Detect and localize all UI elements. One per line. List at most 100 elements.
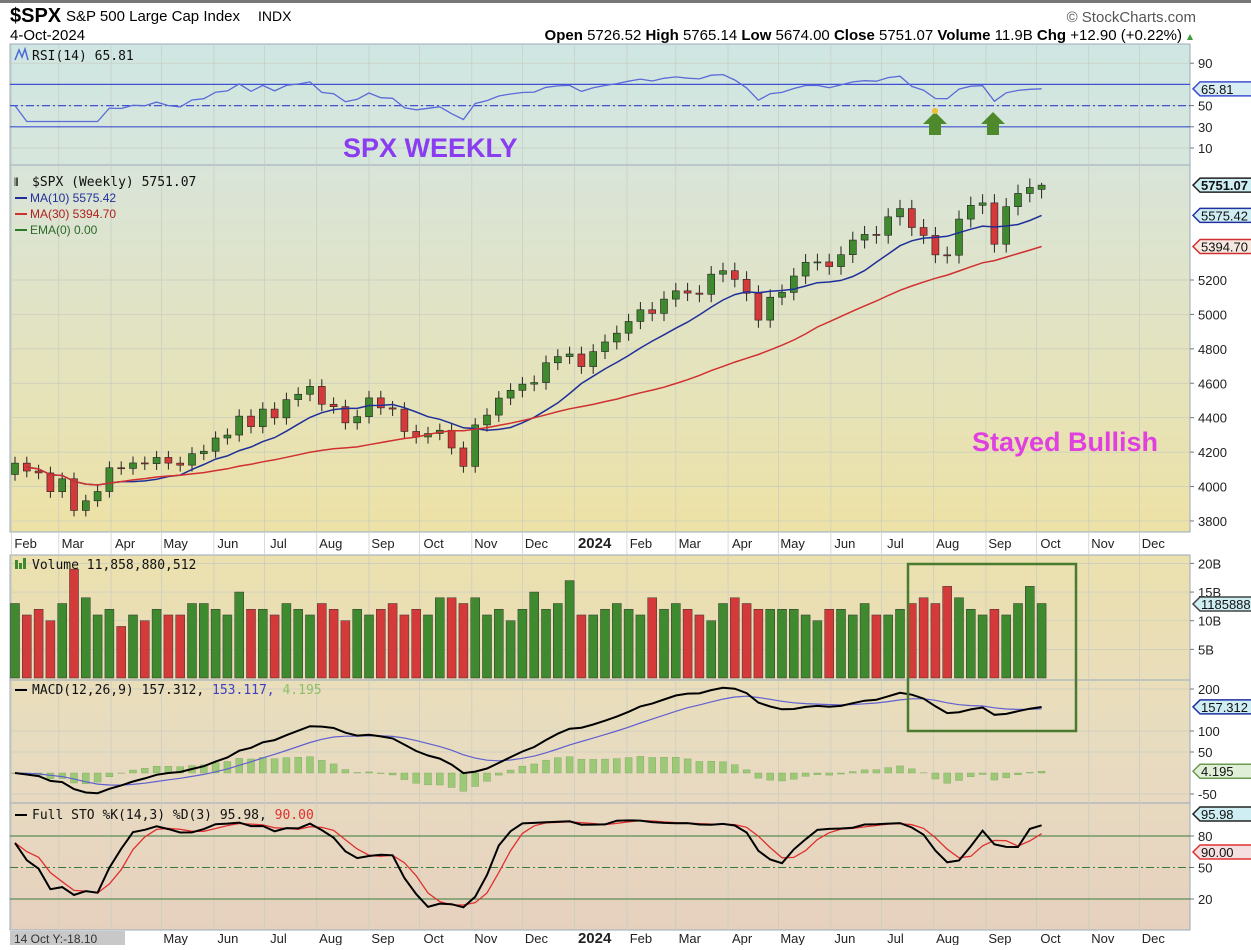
candle	[838, 255, 845, 267]
volume-bar	[199, 604, 208, 678]
volume-bar	[164, 615, 173, 678]
x-tick-label: Jun	[834, 536, 855, 551]
candle	[259, 409, 266, 427]
macd-histogram-bar	[1003, 773, 1010, 778]
macd-histogram-bar	[838, 773, 845, 774]
candle	[696, 293, 703, 294]
sto-d-value-tag: 90.00	[1201, 845, 1234, 860]
candle	[330, 404, 337, 406]
x-tick-label: Aug	[319, 931, 342, 945]
macd-histogram-bar	[908, 769, 915, 773]
candle	[94, 492, 101, 501]
macd-histogram-bar	[826, 773, 833, 775]
x-tick-label: Nov	[474, 536, 498, 551]
volume-bar	[990, 609, 999, 678]
macd-histogram-bar	[991, 773, 998, 780]
x-tick-label: Jul	[887, 931, 904, 945]
candle	[826, 262, 833, 267]
candle	[377, 398, 384, 408]
candle	[12, 463, 19, 474]
volume-bar	[636, 615, 645, 678]
macd-histogram-bar	[814, 773, 821, 775]
volume-bar	[365, 615, 374, 678]
candle	[720, 271, 727, 274]
macd-histogram-bar	[979, 773, 986, 774]
macd-histogram-bar	[295, 757, 302, 773]
rsi-legend: RSI(14) 65.81	[15, 49, 134, 64]
macd-histogram-bar	[507, 770, 514, 773]
volume-label: Volume 11,858,880,512	[32, 558, 196, 573]
x-tick-label: Sep	[988, 536, 1011, 551]
ma30-legend: MA(30) 5394.70	[30, 207, 116, 221]
volume-bar	[258, 609, 267, 678]
candle	[979, 203, 986, 205]
volume-bar	[919, 598, 928, 678]
candle	[460, 448, 467, 466]
volume-bar	[542, 609, 551, 678]
candle	[295, 394, 302, 399]
volume-bar	[353, 609, 362, 678]
candle	[236, 416, 243, 435]
candle	[849, 240, 856, 255]
macd-histogram-bar	[1038, 771, 1045, 773]
macd-histogram-bar	[472, 773, 479, 786]
candle	[755, 293, 762, 320]
volume-bar	[447, 598, 456, 678]
macd-histogram-bar	[141, 768, 148, 773]
x-tick-label: Oct	[423, 931, 444, 945]
volume-bar	[317, 604, 326, 678]
symbol-legend: $SPX (Weekly) 5751.07	[32, 175, 196, 190]
candle	[448, 430, 455, 448]
volume-bar	[742, 604, 751, 678]
candle	[519, 384, 526, 390]
volume-bar	[435, 598, 444, 678]
macd-histogram-bar	[554, 758, 561, 773]
macd-histogram-bar	[578, 759, 585, 773]
macd-histogram-bar	[672, 757, 679, 773]
candles-icon: ⫴	[14, 177, 19, 189]
x-tick-label: Nov	[1091, 536, 1115, 551]
volume-bar	[530, 592, 539, 678]
x-tick-label: Dec	[1142, 536, 1166, 551]
macd-histogram-bar	[271, 759, 278, 773]
candle	[165, 457, 172, 463]
exchange: INDX	[258, 8, 292, 24]
y-tick-label: 200	[1198, 682, 1220, 697]
volume-bar	[282, 604, 291, 678]
candle	[354, 417, 361, 423]
volume-bar	[176, 615, 185, 678]
x-tick-label: Apr	[115, 536, 136, 551]
candle	[389, 408, 396, 409]
x-tick-label: Oct	[423, 536, 444, 551]
candle	[554, 357, 561, 363]
macd-histogram-bar	[425, 773, 432, 785]
macd-histogram-bar	[802, 773, 809, 776]
candle	[908, 209, 915, 228]
candle	[543, 363, 550, 383]
macd-histogram-bar	[720, 762, 727, 773]
volume-bar	[1037, 604, 1046, 678]
ma10-legend: MA(10) 5575.42	[30, 191, 116, 205]
volume-bar	[294, 609, 303, 678]
macd-histogram-bar	[767, 773, 774, 780]
volume-bar	[872, 615, 881, 678]
candle	[318, 386, 325, 404]
macd-histogram-bar	[318, 760, 325, 773]
macd-histogram-bar	[731, 765, 738, 773]
volume-bar	[1014, 604, 1023, 678]
candle	[578, 354, 585, 367]
macd-histogram-bar	[708, 761, 715, 773]
volume-bar	[471, 598, 480, 678]
x-tick-label: May	[163, 536, 188, 551]
security-name: S&P 500 Large Cap Index	[66, 8, 241, 25]
x-tick-label: Jun	[217, 536, 238, 551]
candle	[814, 262, 821, 263]
macd-histogram-bar	[1026, 772, 1033, 773]
volume-bar	[247, 609, 256, 678]
y-tick-label: 5000	[1198, 307, 1227, 322]
volume-bar	[81, 598, 90, 678]
volume-bar	[589, 615, 598, 678]
volume-bar	[730, 598, 739, 678]
volume-bar	[306, 615, 315, 678]
macd-histogram-bar	[366, 772, 373, 773]
